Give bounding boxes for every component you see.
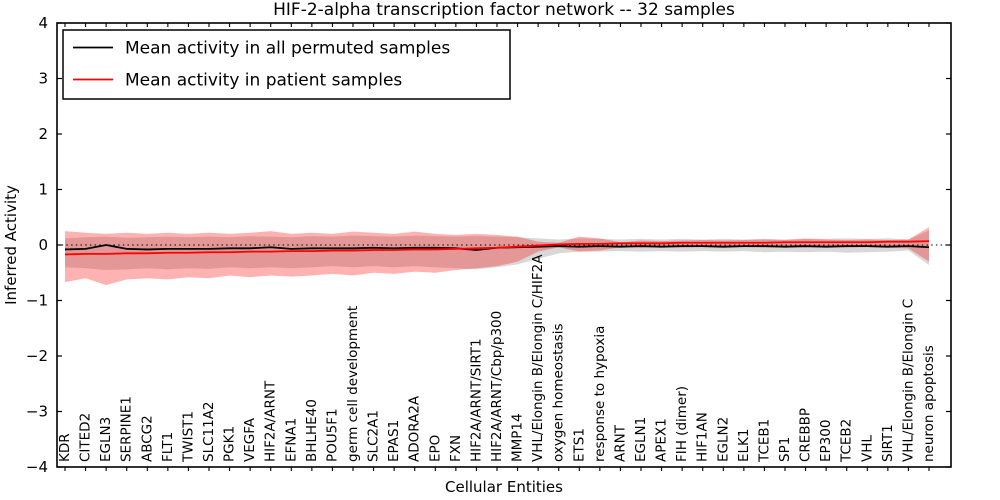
x-tick-label: VHL/Elongin B/Elongin C (900, 299, 916, 462)
x-tick-label: SLC2A1 (366, 410, 382, 462)
x-tick-label: germ cell development (345, 306, 361, 462)
x-tick-label: EGLN3 (98, 417, 114, 462)
y-tick-label: 3 (38, 70, 48, 88)
x-tick-label: EPO (427, 435, 443, 462)
legend-box (62, 29, 511, 100)
x-tick-label: FLT1 (160, 432, 176, 462)
y-tick-label: 2 (38, 125, 48, 143)
x-tick-label: FXN (448, 435, 464, 462)
x-tick-label: HIF2A/ARNT/SIRT1 (468, 338, 484, 462)
x-tick-label: SLC11A2 (201, 401, 217, 462)
y-tick-label: −2 (26, 347, 48, 365)
chart-title: HIF-2-alpha transcription factor network… (273, 0, 735, 20)
x-tick-label: HIF2A/ARNT (263, 380, 279, 462)
x-tick-label: TCEB2 (839, 419, 855, 463)
legend-label-patient: Mean activity in patient samples (125, 71, 402, 91)
x-tick-label: oxygen homeostasis (551, 324, 567, 463)
x-tick-label: HIF1AN (695, 412, 711, 462)
x-tick-label: KDR (57, 433, 73, 462)
series-lines (64, 240, 930, 256)
x-tick-labels: KDR CITED2 EGLN3 SERPINE1 ABCG2 FLT1 TWIST1 SLC… (57, 254, 937, 463)
x-tick-label: EGLN2 (715, 417, 731, 462)
y-tick-label: 1 (38, 181, 48, 199)
x-tick-label: ARNT (612, 424, 628, 462)
x-tick-label: EFNA1 (283, 418, 299, 462)
x-tick-label: PGK1 (222, 426, 238, 462)
x-tick-label: VHL/Elongin B/Elongin C/HIF2A (530, 254, 546, 462)
y-tick-label: −1 (26, 292, 48, 310)
legend: Mean activity in all permuted samples Me… (62, 29, 511, 100)
y-tick-label: −3 (26, 403, 48, 421)
x-tick-label: neuron apoptosis (921, 345, 937, 462)
y-tick-labels: 4 3 2 1 0 −1 −2 −3 −4 (26, 14, 48, 476)
x-tick-label: response to hypoxia (592, 326, 608, 462)
x-tick-label: APEX1 (654, 418, 670, 462)
x-tick-label: TCEB1 (756, 419, 772, 463)
x-tick-label: POU5F1 (324, 408, 340, 462)
x-tick-label: SIRT1 (880, 424, 896, 462)
x-axis-label: Cellular Entities (445, 478, 563, 496)
x-tick-label: TWIST1 (180, 411, 196, 463)
x-tick-label: SERPINE1 (119, 396, 135, 462)
x-tick-label: ABCG2 (139, 415, 155, 462)
x-tick-label: ELK1 (736, 429, 752, 463)
x-tick-label: EGLN1 (633, 417, 649, 462)
x-tick-label: EP300 (818, 420, 834, 462)
x-tick-label: CREBBP (798, 408, 814, 462)
y-tick-label: 0 (38, 236, 48, 254)
x-tick-label: CITED2 (78, 413, 94, 462)
x-tick-label: SP1 (777, 437, 793, 462)
y-tick-label: −4 (26, 458, 48, 476)
band-patient (65, 227, 929, 285)
x-tick-label: ETS1 (571, 428, 587, 462)
confidence-bands (65, 227, 929, 285)
band-permuted (65, 230, 929, 270)
x-tick-label: MMP14 (510, 413, 526, 462)
x-tick-label: VEGFA (242, 417, 258, 462)
x-tick-label: VHL (859, 435, 875, 462)
legend-label-permuted: Mean activity in all permuted samples (125, 39, 450, 59)
y-axis-label: Inferred Activity (2, 185, 20, 305)
x-tick-label: FIH (dimer) (674, 386, 690, 462)
x-tick-label: BHLHE40 (304, 399, 320, 462)
line-patient-mean (64, 240, 930, 256)
x-tick-label: HIF2A/ARNT/Cbp/p300 (489, 311, 505, 462)
x-tick-label: ADORA2A (407, 395, 423, 462)
y-tick-label: 4 (38, 14, 48, 32)
x-tick-label: EPAS1 (386, 420, 402, 462)
plot-frame (56, 22, 952, 468)
